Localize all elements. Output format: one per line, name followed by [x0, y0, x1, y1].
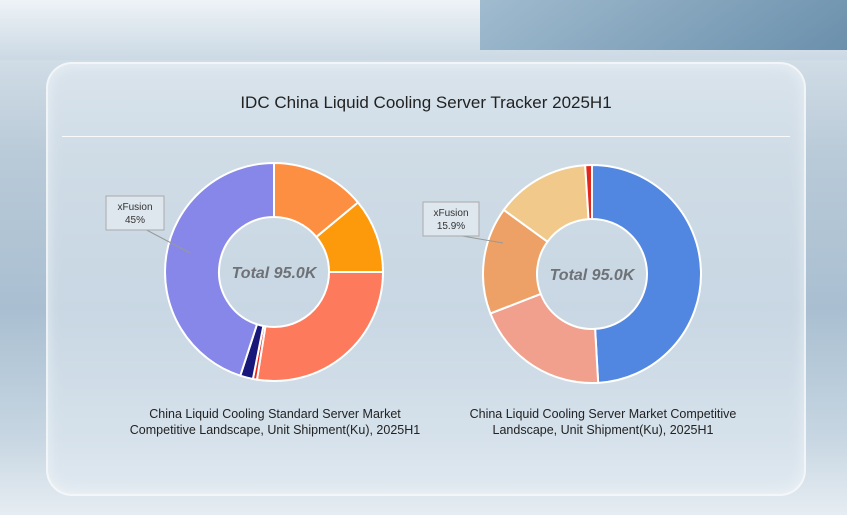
callout-label: xFusion	[117, 202, 152, 213]
page-title: IDC China Liquid Cooling Server Tracker …	[240, 93, 612, 112]
donut-slice-1-0	[591, 163, 702, 384]
right-chart-caption: China Liquid Cooling Server Market Compe…	[423, 406, 783, 438]
background-water	[480, 0, 847, 50]
callout-percent: 15.9%	[437, 221, 465, 232]
callout-leader	[146, 229, 191, 254]
callout-box	[105, 195, 165, 231]
donut-slice-1-4	[584, 163, 593, 221]
center-total-label: Total 95.0K	[550, 267, 636, 284]
center-total-label: Total 95.0K	[232, 265, 318, 282]
caption-line: China Liquid Cooling Server Market Compe…	[469, 407, 737, 421]
callout-label: xFusion	[433, 208, 468, 219]
divider	[62, 136, 790, 137]
left-chart-caption: China Liquid Cooling Standard Server Mar…	[95, 406, 455, 438]
caption-line: China Liquid Cooling Standard Server Mar…	[149, 407, 401, 421]
callout-percent: 45%	[125, 215, 145, 226]
donut-slice-0-5	[164, 161, 275, 377]
callout-box	[422, 201, 480, 237]
caption-line: Competitive Landscape, Unit Shipment(Ku)…	[129, 423, 421, 437]
donut-slice-0-2	[255, 271, 385, 382]
caption-line: Landscape, Unit Shipment(Ku), 2025H1	[492, 423, 714, 437]
callout-leader	[462, 235, 504, 244]
